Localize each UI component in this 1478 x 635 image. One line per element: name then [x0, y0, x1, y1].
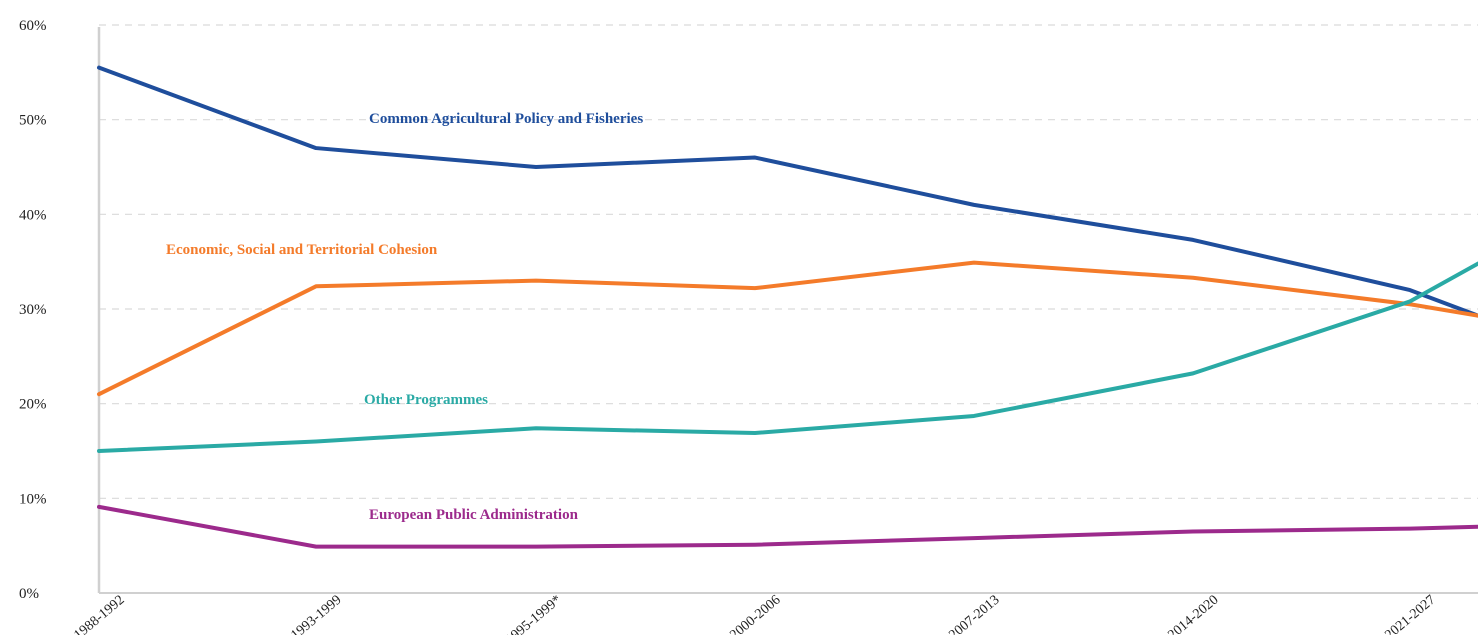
x-tick-label: 1993-1999: [288, 593, 344, 635]
series-labels: Common Agricultural Policy and Fisheries…: [166, 111, 643, 523]
series-line-0: [97, 65, 1478, 318]
y-tick-label: 20%: [19, 397, 47, 413]
series-line-2: [97, 261, 1478, 453]
series-line-3: [97, 504, 1478, 549]
series-label: Economic, Social and Territorial Cohesio…: [166, 242, 438, 258]
y-tick-labels: 0% 10% 20% 30% 40% 50% 60%: [19, 18, 47, 602]
series-label: Common Agricultural Policy and Fisheries: [369, 111, 643, 127]
series-line-1: [97, 260, 1478, 397]
series-label: Other Programmes: [364, 392, 488, 408]
x-tick-labels: 1988-1992 1993-1999 1995-1999* 2000-2006 200…: [71, 593, 1438, 635]
y-tick-label: 60%: [19, 18, 47, 34]
x-tick-label: 1995-1999*: [503, 593, 564, 635]
y-tick-label: 30%: [19, 302, 47, 318]
x-tick-label: 1988-1992: [71, 593, 127, 635]
y-tick-label: 0%: [19, 586, 39, 602]
y-tick-label: 50%: [19, 113, 47, 129]
gridlines: [99, 24, 1478, 499]
series-label: European Public Administration: [369, 507, 579, 523]
x-tick-label: 2007-2013: [946, 593, 1002, 635]
y-tick-label: 10%: [19, 491, 47, 507]
y-tick-label: 40%: [19, 207, 47, 223]
x-tick-label: 2000-2006: [727, 593, 783, 635]
series-lines: [97, 65, 1478, 549]
x-tick-label: 2021-2027: [1382, 593, 1438, 635]
x-tick-label: 2014-2020: [1165, 593, 1221, 635]
